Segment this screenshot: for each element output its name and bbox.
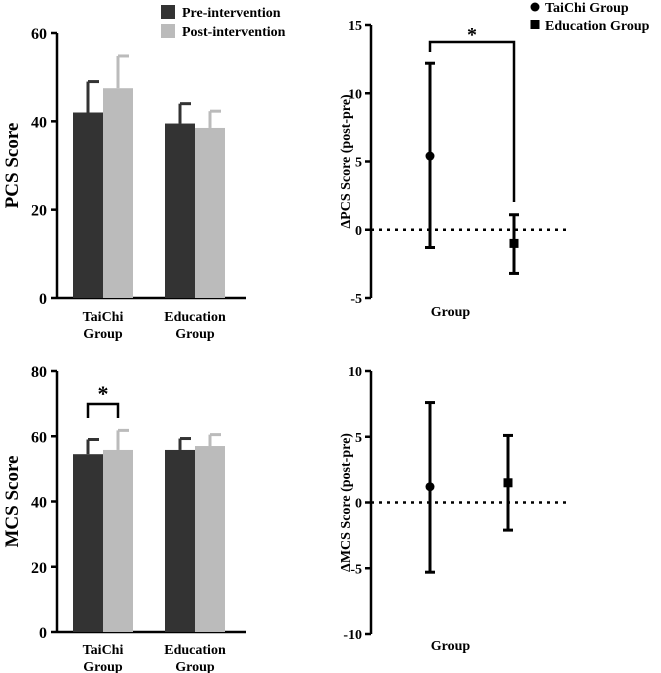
- category-label: Group: [83, 327, 123, 342]
- bar-pre: [73, 454, 103, 632]
- legend-label-taichi: TaiChi Group: [545, 1, 629, 16]
- point-education: [509, 238, 519, 248]
- legend-marker-taichi: [530, 2, 540, 12]
- y-tick-label: 0: [39, 291, 47, 308]
- y-tick-label: 0: [355, 497, 362, 512]
- y-tick-label: 20: [31, 203, 47, 220]
- legend-label-pre: Pre-intervention: [182, 6, 281, 21]
- y-tick-label: 15: [348, 19, 362, 34]
- group-legend: TaiChi Group Education Group: [530, 1, 650, 34]
- bar-pre: [73, 112, 103, 298]
- point-education: [503, 478, 513, 488]
- mcs-delta-chart: -10 -5 0 5 10 ΔMCS Score (post-pre) Group: [339, 365, 570, 654]
- y-tick-label: 5: [355, 431, 362, 446]
- y-axis-title: ΔPCS Score (post-pre): [339, 94, 354, 229]
- legend-swatch-pre: [161, 5, 175, 19]
- pcs-delta-chart: -5 0 5 10 15 ΔPCS Score (post-pre) Group *: [339, 19, 570, 320]
- category-label: Education: [164, 643, 226, 658]
- y-tick-label: -5: [350, 562, 362, 577]
- bar-post: [195, 127, 225, 298]
- category-label: Group: [175, 327, 215, 342]
- significance-bracket: [86, 402, 120, 418]
- legend-marker-education: [530, 20, 540, 29]
- legend-label-education: Education Group: [545, 19, 650, 34]
- category-label: TaiChi: [83, 310, 124, 325]
- category-label: Group: [83, 660, 123, 673]
- y-tick-label: 60: [31, 429, 47, 446]
- x-axis-title: Group: [431, 639, 471, 654]
- bar-post: [103, 88, 133, 298]
- y-tick-label: 20: [31, 560, 47, 577]
- significance-star: *: [98, 381, 109, 406]
- point-taichi: [425, 482, 435, 492]
- significance-star: *: [467, 24, 477, 46]
- x-axis-title: Group: [431, 305, 471, 320]
- y-tick-label: 10: [348, 365, 362, 380]
- y-axis-title: ΔMCS Score (post-pre): [339, 433, 354, 572]
- category-label: Group: [175, 660, 215, 673]
- y-tick-label: 10: [348, 87, 362, 102]
- y-tick-label: 80: [31, 364, 47, 381]
- y-tick-label: -5: [350, 292, 362, 307]
- y-tick-label: 0: [39, 625, 47, 642]
- y-axis-title: MCS Score: [2, 456, 23, 548]
- y-tick-label: 5: [355, 156, 362, 171]
- bar-post: [195, 446, 225, 632]
- y-tick-label: 0: [355, 224, 362, 239]
- legend-label-post: Post-intervention: [182, 25, 286, 40]
- y-tick-label: 40: [31, 495, 47, 512]
- bar-pre: [165, 123, 195, 299]
- significance-bracket: [428, 40, 516, 202]
- category-label: Education: [164, 310, 226, 325]
- legend-swatch-post: [161, 24, 175, 38]
- point-taichi: [425, 151, 435, 161]
- y-tick-label: 40: [31, 114, 47, 131]
- mcs-bar-chart: 0 20 40 60 80 MCS Score TaiChi Group Education Gr…: [2, 364, 246, 673]
- bar-post: [103, 449, 133, 632]
- category-label: TaiChi: [83, 643, 124, 658]
- y-tick-label: 60: [31, 26, 47, 43]
- y-tick-label: -10: [343, 628, 362, 643]
- pcs-bar-chart: 0 20 40 60 PCS Score TaiChi Group Education Grou…: [2, 26, 246, 342]
- bar-pre: [165, 449, 195, 632]
- bar-legend: Pre-intervention Post-intervention: [161, 5, 286, 40]
- y-axis-title: PCS Score: [2, 123, 23, 209]
